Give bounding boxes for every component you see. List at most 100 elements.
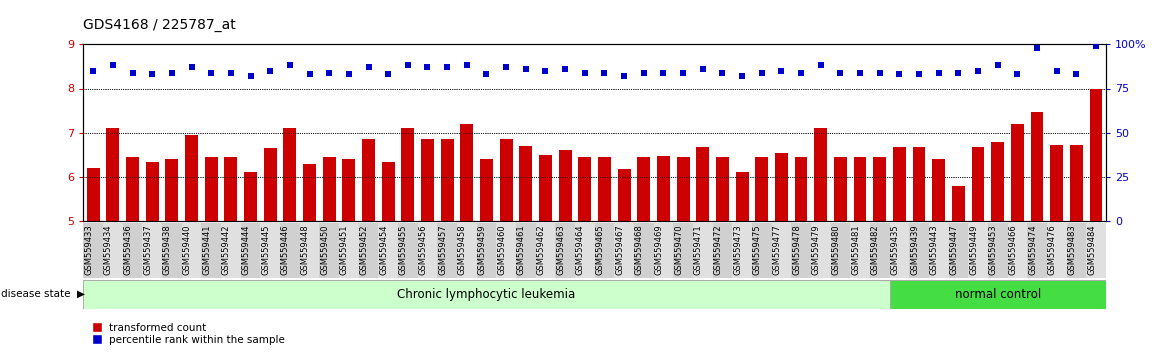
Text: GSM559454: GSM559454 bbox=[379, 225, 388, 275]
Text: GSM559438: GSM559438 bbox=[163, 225, 171, 275]
Bar bbox=[794, 157, 807, 221]
Point bbox=[891, 72, 909, 77]
Bar bbox=[1070, 145, 1083, 221]
Text: GSM559465: GSM559465 bbox=[595, 225, 604, 275]
Bar bbox=[932, 159, 945, 221]
Bar bbox=[716, 157, 728, 221]
Bar bbox=[1011, 124, 1024, 221]
Text: GSM559478: GSM559478 bbox=[792, 225, 801, 275]
Point bbox=[182, 64, 200, 70]
Bar bbox=[516, 223, 536, 278]
Point bbox=[457, 63, 476, 68]
Bar bbox=[320, 223, 339, 278]
Bar bbox=[418, 223, 438, 278]
Bar bbox=[497, 223, 516, 278]
Bar bbox=[732, 223, 752, 278]
Bar bbox=[755, 157, 768, 221]
Point bbox=[654, 70, 673, 75]
Text: GSM559471: GSM559471 bbox=[694, 225, 703, 275]
Bar bbox=[264, 148, 277, 221]
Bar bbox=[520, 146, 533, 221]
Bar bbox=[201, 223, 221, 278]
Text: GSM559460: GSM559460 bbox=[497, 225, 506, 275]
Bar bbox=[103, 223, 123, 278]
Bar bbox=[500, 139, 513, 221]
Text: GSM559451: GSM559451 bbox=[339, 225, 349, 275]
Bar bbox=[362, 139, 375, 221]
Bar bbox=[988, 223, 1007, 278]
Bar bbox=[771, 223, 791, 278]
Bar bbox=[284, 129, 296, 221]
Text: GSM559479: GSM559479 bbox=[812, 225, 821, 275]
Point bbox=[477, 72, 496, 77]
Text: GSM559475: GSM559475 bbox=[753, 225, 762, 275]
Point bbox=[359, 64, 378, 70]
Bar bbox=[598, 157, 611, 221]
Point bbox=[950, 70, 968, 75]
Bar bbox=[382, 161, 395, 221]
Bar bbox=[633, 223, 653, 278]
Point bbox=[635, 70, 653, 75]
Text: GSM559474: GSM559474 bbox=[1028, 225, 1038, 275]
Bar bbox=[595, 223, 614, 278]
Point bbox=[674, 70, 692, 75]
Bar bbox=[929, 223, 948, 278]
Bar bbox=[205, 157, 218, 221]
Point bbox=[339, 72, 358, 77]
Text: GSM559443: GSM559443 bbox=[930, 225, 939, 275]
Text: GSM559458: GSM559458 bbox=[457, 225, 467, 275]
Text: GSM559445: GSM559445 bbox=[262, 225, 270, 275]
Text: GSM559469: GSM559469 bbox=[654, 225, 664, 275]
Bar bbox=[968, 223, 988, 278]
Text: GSM559483: GSM559483 bbox=[1068, 225, 1077, 275]
Text: GSM559463: GSM559463 bbox=[556, 225, 565, 275]
Bar bbox=[913, 147, 925, 221]
Text: GSM559436: GSM559436 bbox=[124, 225, 132, 275]
Bar bbox=[889, 223, 909, 278]
Bar bbox=[559, 149, 572, 221]
Text: GSM559453: GSM559453 bbox=[989, 225, 998, 275]
Bar bbox=[300, 223, 320, 278]
Point bbox=[792, 70, 811, 75]
Bar bbox=[1031, 112, 1043, 221]
Bar bbox=[87, 168, 100, 221]
Point bbox=[497, 64, 515, 70]
Text: GDS4168 / 225787_at: GDS4168 / 225787_at bbox=[83, 18, 236, 32]
Bar bbox=[1086, 223, 1106, 278]
Bar bbox=[1090, 88, 1102, 221]
Point bbox=[576, 70, 594, 75]
Point bbox=[969, 68, 988, 74]
Bar bbox=[811, 223, 830, 278]
Bar bbox=[166, 159, 178, 221]
Bar bbox=[893, 147, 906, 221]
Text: GSM559446: GSM559446 bbox=[281, 225, 290, 275]
Bar bbox=[692, 223, 712, 278]
Point bbox=[280, 63, 299, 68]
Bar bbox=[83, 280, 889, 309]
Text: GSM559439: GSM559439 bbox=[910, 225, 919, 275]
Bar bbox=[339, 223, 359, 278]
Bar bbox=[182, 223, 201, 278]
Point bbox=[320, 70, 338, 75]
Bar bbox=[853, 157, 866, 221]
Bar bbox=[536, 223, 556, 278]
Bar bbox=[323, 157, 336, 221]
Text: disease state  ▶: disease state ▶ bbox=[1, 289, 86, 299]
Bar bbox=[343, 159, 356, 221]
Text: GSM559464: GSM559464 bbox=[576, 225, 585, 275]
Bar bbox=[481, 159, 493, 221]
Bar bbox=[379, 223, 398, 278]
Bar bbox=[814, 129, 827, 221]
Point bbox=[398, 63, 417, 68]
Point bbox=[733, 73, 752, 79]
Bar bbox=[241, 223, 261, 278]
Bar bbox=[673, 223, 692, 278]
Text: GSM559444: GSM559444 bbox=[242, 225, 250, 275]
Bar bbox=[948, 223, 968, 278]
Point bbox=[201, 70, 220, 75]
Bar bbox=[735, 172, 748, 221]
Bar bbox=[909, 223, 929, 278]
Bar bbox=[107, 129, 119, 221]
Bar bbox=[261, 223, 280, 278]
Bar bbox=[540, 155, 552, 221]
